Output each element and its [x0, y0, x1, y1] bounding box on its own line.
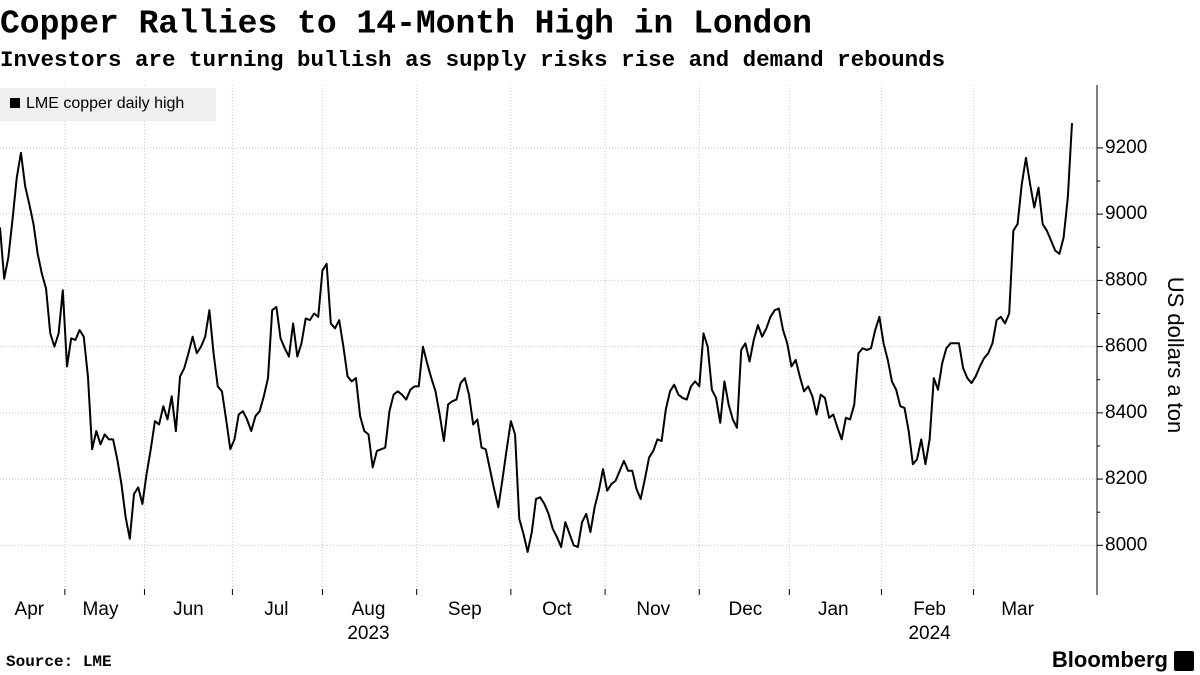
credit: Bloomberg [1052, 647, 1168, 672]
legend-swatch [10, 98, 20, 108]
x-tick-label: Aug [352, 599, 386, 620]
x-tick-label: Apr [15, 599, 45, 620]
legend-box [0, 88, 216, 121]
chart-subtitle: Investors are turning bullish as supply … [0, 47, 945, 73]
x-tick-label: Jun [173, 599, 204, 620]
x-tick-label: Jul [264, 599, 288, 620]
grid [0, 85, 1097, 595]
plot [0, 123, 1073, 553]
logo-icon [1174, 651, 1194, 671]
y-axis-title: US dollars a ton [1163, 277, 1188, 434]
y-tick-label: 8800 [1105, 269, 1147, 290]
line-series [0, 123, 1073, 553]
y-tick-label: 9000 [1105, 203, 1147, 224]
legend-label: LME copper daily high [26, 95, 184, 112]
x-tick-label: Oct [542, 599, 572, 620]
source: Source: LME [6, 653, 112, 671]
x-tick-label: Feb [913, 599, 946, 620]
x-tick-label: Sep [448, 599, 482, 620]
y-tick-label: 9200 [1105, 137, 1147, 158]
x-tick-label: May [83, 599, 119, 620]
y-tick-label: 8000 [1105, 534, 1147, 555]
x-tick-label: Mar [1001, 599, 1034, 620]
y-tick-label: 8200 [1105, 468, 1147, 489]
chart-title: Copper Rallies to 14-Month High in Londo… [0, 6, 812, 43]
x-tick-label: Nov [636, 599, 670, 620]
y-tick-label: 8600 [1105, 336, 1147, 357]
x-year-label: 2024 [908, 623, 951, 644]
x-tick-label: Jan [818, 599, 849, 620]
x-year-label: 2023 [347, 623, 389, 644]
y-tick-label: 8400 [1105, 402, 1147, 423]
x-tick-label: Dec [728, 599, 762, 620]
